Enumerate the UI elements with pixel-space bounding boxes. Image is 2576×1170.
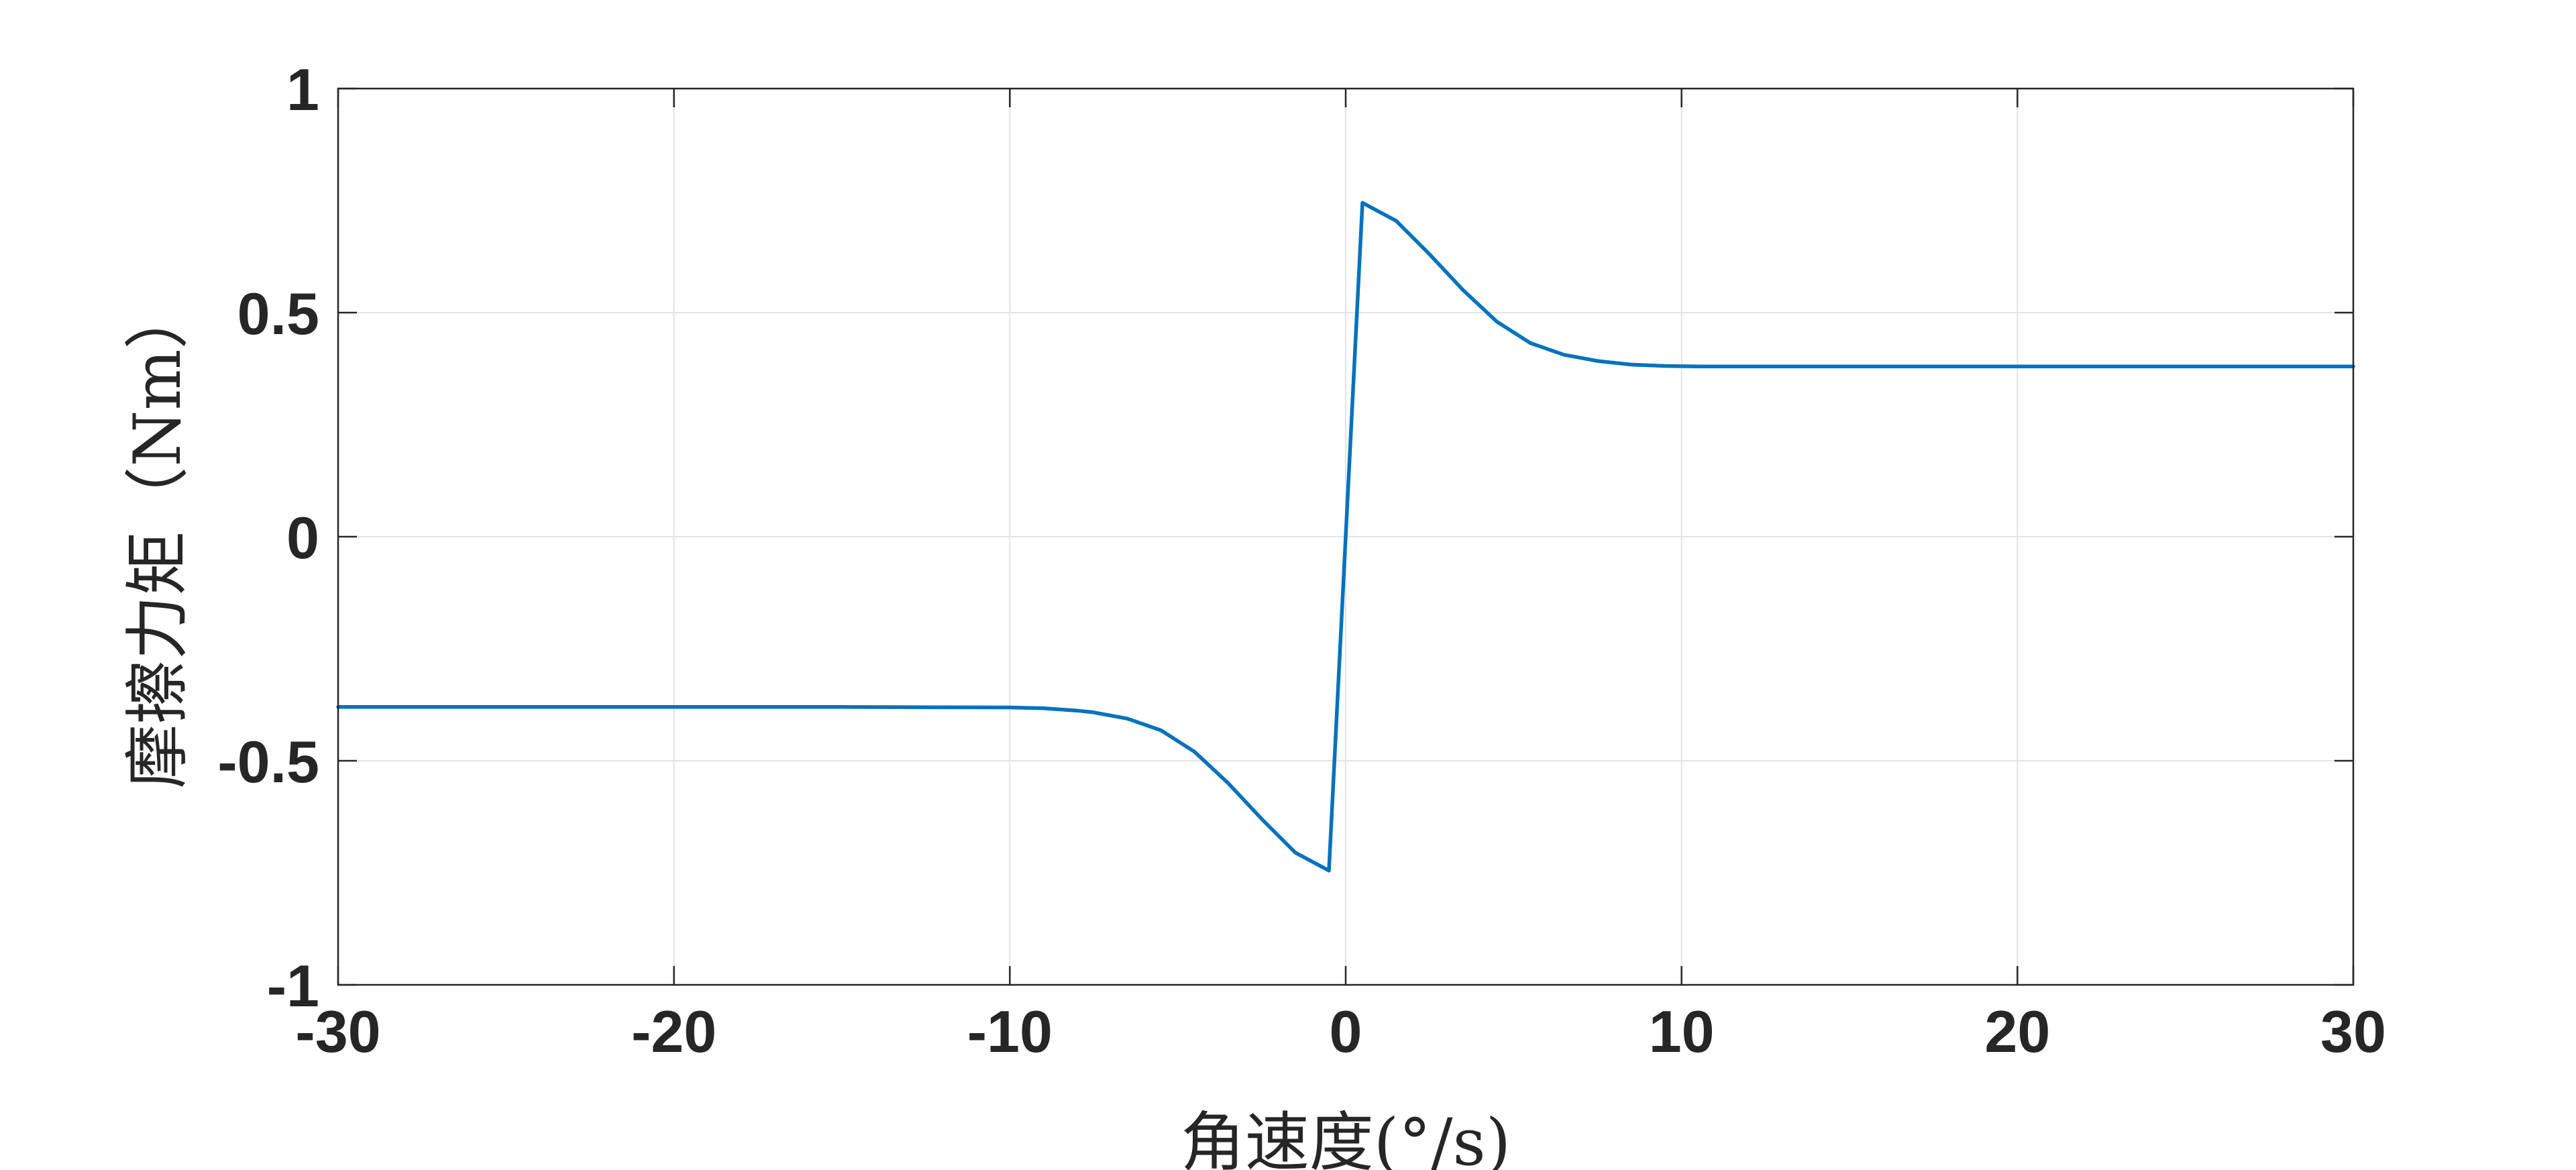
series-group bbox=[336, 201, 2355, 873]
y-axis-label: 摩擦力矩（Nm） bbox=[120, 284, 195, 788]
y-tick-labels: -1 -0.5 0 0.5 1 bbox=[217, 56, 319, 1019]
x-tick-label: 0 bbox=[1330, 998, 1362, 1065]
y-tick-label: -1 bbox=[267, 953, 319, 1019]
x-tick-label: 10 bbox=[1649, 998, 1715, 1065]
x-tick-label: 20 bbox=[1984, 998, 2050, 1065]
x-tick-labels: -30 -20 -10 0 10 20 30 bbox=[295, 998, 2386, 1065]
x-axis-label: 角速度(°/s) bbox=[1181, 1105, 1511, 1170]
x-tick-label: 30 bbox=[2320, 998, 2386, 1065]
y-tick-label: 0.5 bbox=[237, 280, 319, 347]
x-tick-label: -10 bbox=[967, 998, 1053, 1065]
y-tick-label: 1 bbox=[286, 56, 319, 123]
y-tick-label: -0.5 bbox=[217, 729, 319, 795]
x-tick-label: -30 bbox=[295, 998, 380, 1065]
tick-marks bbox=[337, 87, 2355, 986]
y-tick-label: 0 bbox=[286, 504, 319, 571]
series-line bbox=[336, 201, 2355, 873]
x-tick-label: -20 bbox=[631, 998, 716, 1065]
